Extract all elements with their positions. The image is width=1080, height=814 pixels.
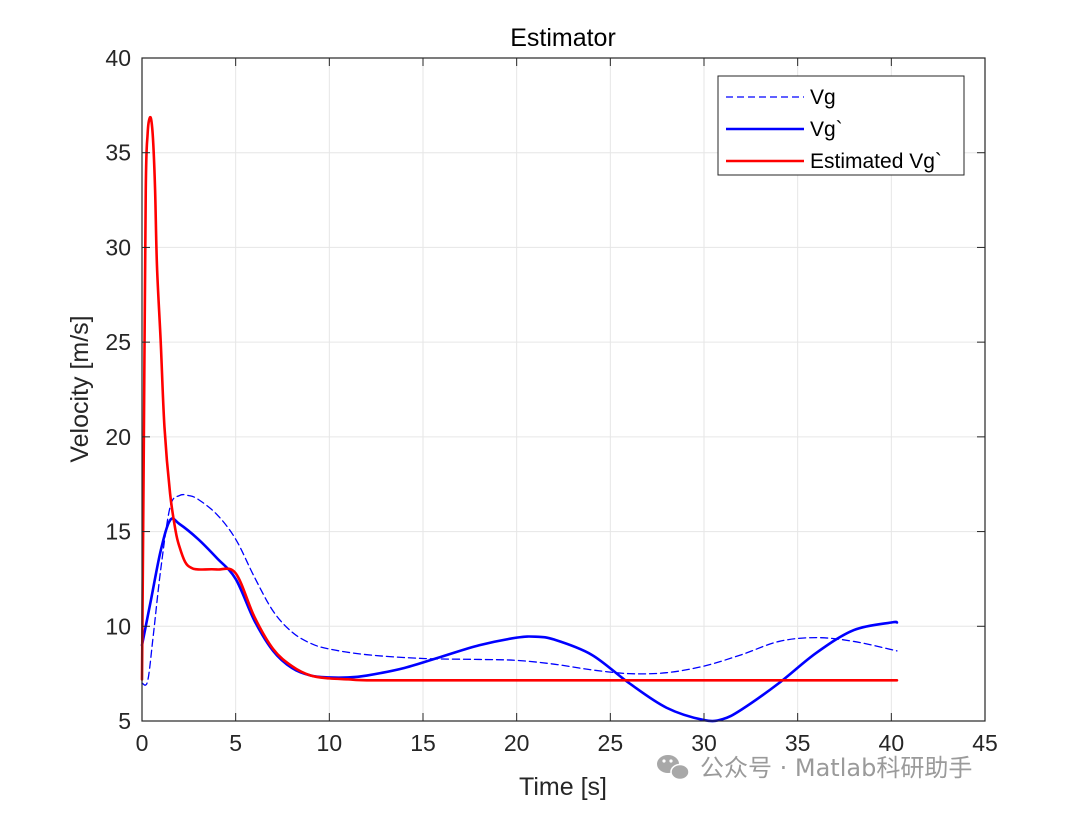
watermark-text: 公众号 · Matlab科研助手: [700, 754, 972, 782]
x-tick-label: 10: [317, 730, 343, 756]
y-tick-label: 25: [105, 329, 131, 355]
series-line-vg-prime: [140, 517, 899, 723]
x-axis-title: Time [s]: [519, 773, 607, 801]
wechat-icon: [657, 755, 690, 781]
series-line-estimated-vg-prime: [140, 115, 899, 682]
x-tick-label: 5: [229, 730, 242, 756]
x-tick-label: 30: [691, 730, 717, 756]
series-line-vg: [141, 493, 898, 686]
y-tick-label: 10: [105, 613, 131, 639]
legend-label: Vg`: [810, 118, 843, 141]
x-tick-label: 25: [598, 730, 624, 756]
series-layer: [140, 115, 899, 723]
y-tick-label: 35: [105, 140, 131, 166]
x-tick-label: 15: [410, 730, 436, 756]
legend-box: [717, 75, 965, 176]
y-tick-label: 30: [105, 234, 131, 260]
chart-title: Estimator: [510, 24, 616, 52]
x-tick-label: 0: [136, 730, 149, 756]
axes-box: [141, 57, 986, 722]
y-tick-label: 20: [105, 424, 131, 450]
x-tick-label: 35: [785, 730, 811, 756]
watermark: 公众号 · Matlab科研助手: [657, 754, 972, 782]
legend-label: Vg: [810, 86, 836, 109]
x-tick-label: 40: [879, 730, 905, 756]
legend-label: Estimated Vg`: [810, 150, 942, 173]
y-tick-label: 5: [118, 708, 131, 734]
x-tick-label: 45: [972, 730, 998, 756]
y-tick-label: 15: [105, 519, 131, 545]
y-tick-label: 40: [105, 45, 131, 71]
legend: Vg Vg` Estimated Vg`: [717, 75, 965, 176]
x-tick-label: 20: [504, 730, 530, 756]
y-axis-title: Velocity [m/s]: [66, 315, 94, 462]
